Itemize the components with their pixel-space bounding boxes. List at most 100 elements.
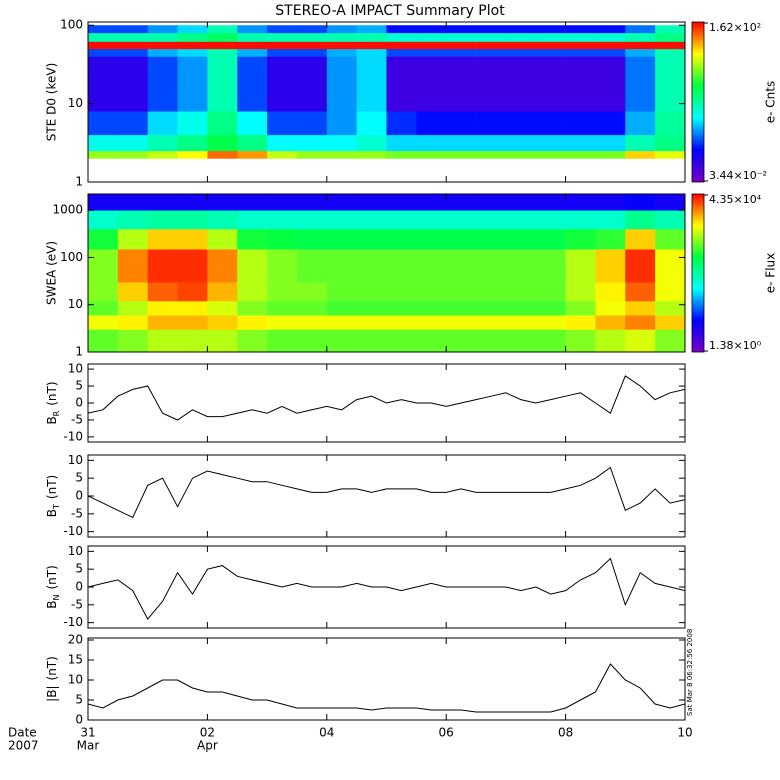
heat-cell	[356, 228, 387, 250]
heat-cell	[476, 41, 507, 50]
heat-cell	[595, 249, 626, 283]
heat-cell	[296, 228, 328, 250]
y-tick-label: 10	[68, 673, 83, 687]
y-tick-label: 10	[68, 96, 83, 110]
heat-cell	[476, 282, 507, 302]
heat-cell	[296, 282, 328, 302]
y-axis-label: BN (nT)	[45, 565, 62, 609]
heat-cell	[625, 25, 656, 34]
heat-cell	[655, 315, 685, 330]
x-axis-label: Date	[8, 726, 37, 740]
heat-cell	[476, 134, 507, 152]
heat-cell	[505, 210, 537, 230]
colorbar-title: e- Flux	[764, 253, 778, 293]
data-line	[88, 466, 685, 519]
heat-cell	[117, 300, 148, 316]
heat-cell	[296, 32, 328, 42]
heat-cell	[117, 210, 148, 230]
y-label-sub: R	[52, 410, 61, 416]
heat-cell	[267, 111, 298, 136]
y-tick-label: -5	[71, 412, 83, 426]
heat-cell	[655, 282, 685, 302]
y-tick-label: -10	[63, 615, 83, 629]
heat-cell	[326, 48, 357, 57]
heat-cell	[237, 56, 268, 112]
heat-cell	[177, 25, 208, 34]
heat-cell	[296, 111, 328, 136]
heat-cell	[625, 194, 656, 211]
heat-cell	[237, 134, 268, 152]
heat-cell	[476, 56, 507, 112]
heat-cell	[416, 228, 447, 250]
heat-cell	[625, 210, 656, 230]
heat-cell	[416, 210, 447, 230]
x-tick-label: 31	[80, 726, 95, 740]
y-axis-label: |B| (nT)	[45, 656, 59, 702]
y-label-unit: (nT)	[45, 381, 59, 405]
heat-cell	[237, 228, 268, 250]
heat-cell	[326, 228, 357, 250]
heat-cell	[655, 300, 685, 316]
y-tick-label: 1	[75, 175, 83, 189]
heat-cell	[625, 111, 656, 136]
colorbar	[691, 21, 705, 183]
heat-cell	[625, 315, 656, 330]
heat-cell	[476, 210, 507, 230]
heat-cell	[326, 150, 357, 159]
heat-cell	[326, 194, 357, 211]
y-tick-label: 10	[68, 362, 83, 376]
heat-cell	[655, 134, 685, 152]
heat-cell	[177, 249, 208, 283]
heat-cell	[565, 25, 596, 34]
heat-cell	[326, 134, 357, 152]
heat-cell	[117, 329, 148, 352]
heat-cell	[565, 111, 596, 136]
heat-cell	[88, 210, 119, 230]
heat-cell	[326, 329, 357, 352]
heat-cell	[267, 41, 298, 50]
y-label-main: B	[45, 601, 59, 609]
heat-cell	[386, 228, 417, 250]
heat-cell	[386, 56, 417, 112]
y-axis-label: BR (nT)	[45, 381, 62, 424]
heat-cell	[416, 32, 447, 42]
heat-cell	[595, 25, 626, 34]
heat-cell	[446, 300, 477, 316]
heat-cell	[565, 194, 596, 211]
y-tick-label: 1000	[52, 203, 83, 217]
heat-cell	[267, 282, 298, 302]
heat-cell	[476, 329, 507, 352]
y-tick-label: 0	[75, 580, 83, 594]
heat-cell	[296, 25, 328, 34]
heat-cell	[416, 41, 447, 50]
heat-cell	[356, 210, 387, 230]
heat-cell	[595, 134, 626, 152]
heat-cell	[535, 111, 566, 136]
heat-cell	[177, 300, 208, 316]
data-line	[88, 375, 685, 421]
heat-cell	[296, 48, 328, 57]
heat-cell	[535, 210, 566, 230]
heat-cell	[446, 41, 477, 50]
heat-cell	[565, 134, 596, 152]
heat-cell	[237, 194, 268, 211]
heat-cell	[535, 249, 566, 283]
heat-cell	[237, 111, 268, 136]
heat-cell	[88, 56, 119, 112]
heat-cell	[177, 210, 208, 230]
heat-cell	[88, 228, 119, 250]
heat-cell	[117, 25, 148, 34]
heat-cell	[505, 282, 537, 302]
heat-cell	[505, 134, 537, 152]
heat-cell	[446, 249, 477, 283]
heat-cell	[88, 300, 119, 316]
heat-cell	[505, 194, 537, 211]
y-tick-label: -5	[71, 597, 83, 611]
heat-cell	[356, 315, 387, 330]
heat-cell	[356, 111, 387, 136]
heat-cell	[386, 25, 417, 34]
heat-cell	[147, 228, 178, 250]
heat-cell	[356, 48, 387, 57]
heat-cell	[147, 25, 178, 34]
heat-cell	[267, 32, 298, 42]
